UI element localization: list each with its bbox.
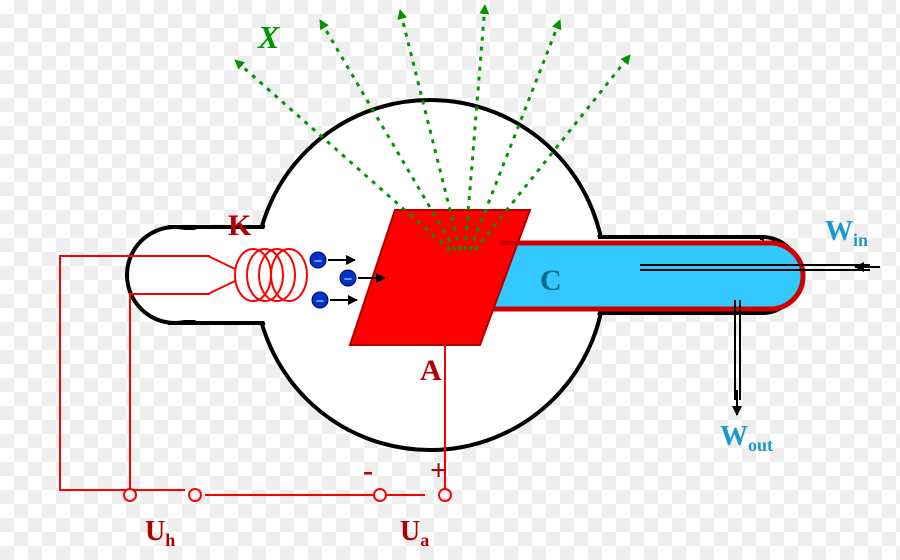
label-K: K [228,209,252,242]
label-minus: - [363,454,373,487]
label-plus: + [430,454,447,487]
label: Win [825,216,868,250]
label-X: X [257,19,280,55]
coolant-block [470,243,803,309]
terminal-node [124,489,136,501]
svg-text:–: – [314,253,323,268]
label: Uh [145,516,175,550]
terminal-node [374,489,386,501]
svg-text:–: – [344,271,353,286]
label: Wout [720,421,773,455]
terminal-node [439,489,451,501]
label-C: C [540,264,562,297]
svg-text:–: – [316,293,325,308]
terminal-node [189,489,201,501]
label-A: A [420,354,442,387]
label: Ua [400,516,429,550]
xray-tube-diagram: – – – K A C X - + Uh Ua Win Wout [0,0,900,560]
